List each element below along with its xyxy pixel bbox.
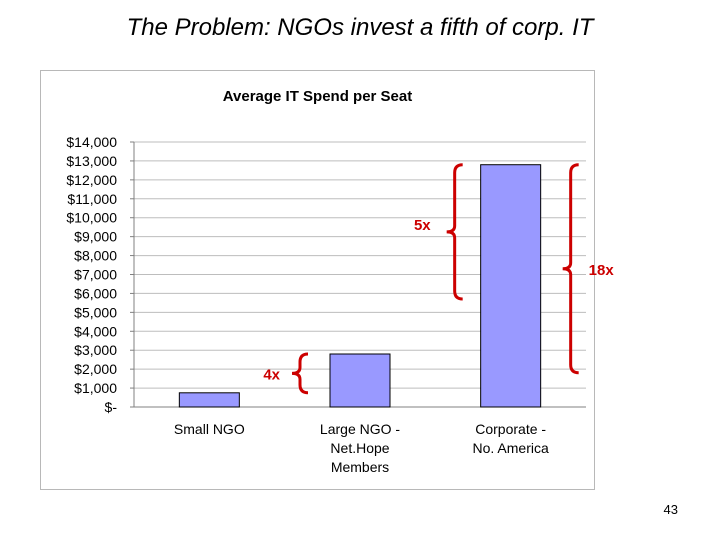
x-category-label: Large NGO - bbox=[320, 421, 400, 437]
bracket-5x bbox=[446, 163, 463, 301]
y-tick-label: $5,000 bbox=[74, 304, 117, 320]
bar bbox=[480, 164, 542, 408]
y-tick-label: $4,000 bbox=[74, 323, 117, 339]
x-category-label: Members bbox=[331, 459, 389, 475]
y-tick-label: $3,000 bbox=[74, 342, 117, 358]
y-tick-label: $6,000 bbox=[74, 285, 117, 301]
bar bbox=[178, 392, 240, 408]
x-category-label: Small NGO bbox=[174, 421, 245, 437]
chart-title: Average IT Spend per Seat bbox=[222, 88, 413, 105]
bracket-4x bbox=[291, 352, 309, 395]
annotation-4x-label: 4x bbox=[263, 366, 280, 383]
x-category-label: Corporate - bbox=[475, 421, 546, 437]
annotation-5x-label: 5x bbox=[414, 217, 431, 234]
y-tick-label: $14,000 bbox=[66, 134, 117, 150]
y-tick-label: $- bbox=[105, 399, 118, 415]
y-tick-label: $12,000 bbox=[66, 172, 117, 188]
bracket-18x bbox=[562, 163, 579, 375]
bar bbox=[329, 353, 391, 408]
y-tick-label: $13,000 bbox=[66, 153, 117, 169]
x-category-label: No. America bbox=[473, 440, 549, 456]
y-tick-label: $1,000 bbox=[74, 380, 117, 396]
slide-title: The Problem: NGOs invest a fifth of corp… bbox=[126, 14, 594, 41]
annotation-18x-label: 18x bbox=[589, 262, 615, 279]
y-tick-label: $2,000 bbox=[74, 361, 117, 377]
y-tick-label: $8,000 bbox=[74, 248, 117, 264]
y-tick-label: $7,000 bbox=[74, 267, 117, 283]
y-tick-label: $11,000 bbox=[67, 191, 117, 207]
slide-number: 43 bbox=[663, 502, 678, 517]
y-tick-label: $10,000 bbox=[66, 210, 117, 226]
y-tick-label: $9,000 bbox=[74, 229, 117, 245]
x-category-label: Net.Hope bbox=[330, 440, 389, 456]
